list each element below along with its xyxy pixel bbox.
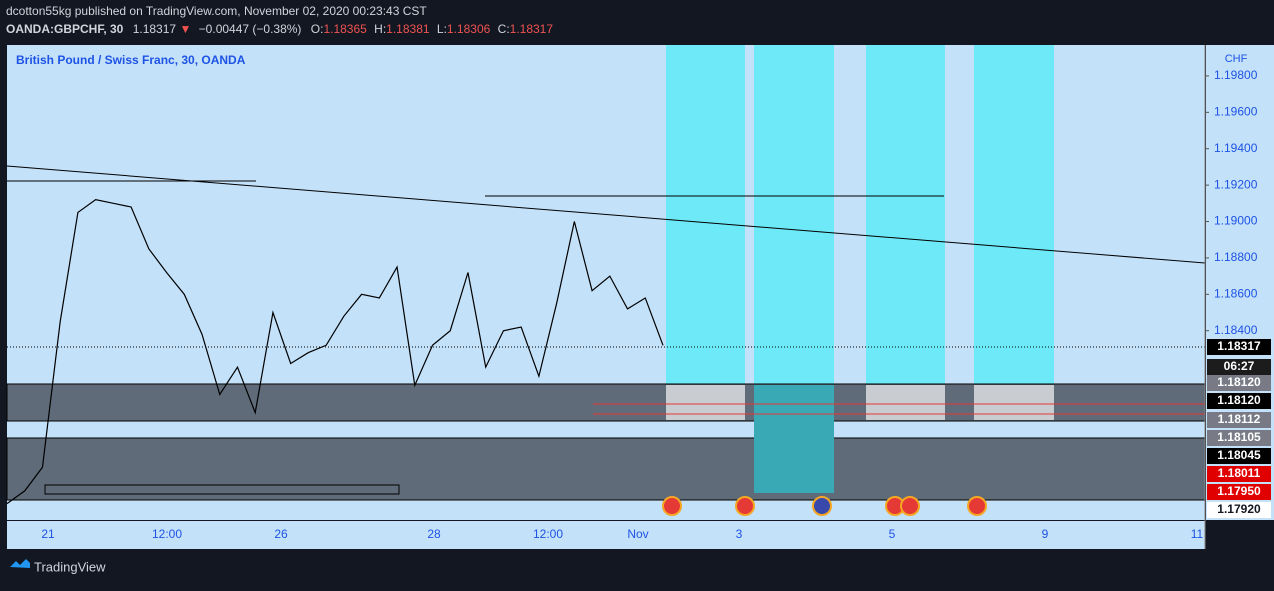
- l-label: L:: [437, 22, 447, 36]
- price-badge: [1207, 466, 1271, 482]
- x-tick-label: 26: [274, 527, 288, 541]
- brand: TradingView: [34, 559, 106, 574]
- price-badge-label: 1.18317: [1217, 339, 1261, 353]
- x-tick-label: 9: [1042, 527, 1049, 541]
- x-tick-label: 5: [889, 527, 896, 541]
- price-badge-label: 1.18120: [1217, 375, 1261, 389]
- event-icon: [900, 496, 920, 516]
- price-badge: [1207, 359, 1271, 375]
- price-badge-label: 1.18011: [1218, 466, 1261, 480]
- publisher: dcotton55kg published on TradingView.com…: [6, 4, 427, 18]
- price-badge-label: 06:27: [1224, 359, 1255, 373]
- price-badge-label: 1.18045: [1217, 448, 1261, 462]
- highlight: [974, 385, 1054, 420]
- x-tick-label: 11: [1191, 527, 1204, 541]
- column: [974, 45, 1054, 385]
- highlight: [754, 385, 834, 493]
- event-icon: [662, 496, 682, 516]
- event-icon: [735, 496, 755, 516]
- x-tick-label: 3: [736, 527, 743, 541]
- last: 1.18317: [133, 22, 177, 36]
- price-badge: [1207, 412, 1271, 428]
- price-badge-label: 1.18112: [1218, 412, 1261, 426]
- c-label: C:: [498, 22, 510, 36]
- price-badge: [1207, 339, 1271, 355]
- y-tick-label: 1.19600: [1214, 105, 1258, 119]
- chart-title: British Pound / Swiss Franc, 30, OANDA: [16, 53, 246, 67]
- arrow: ▼: [179, 22, 191, 36]
- highlight: [666, 385, 745, 420]
- change: −0.00447 (−0.38%): [199, 22, 302, 36]
- axis-currency: CHF: [1225, 53, 1248, 65]
- event-icon: [812, 496, 832, 516]
- time-axis: [7, 521, 1205, 549]
- event-icon: [967, 496, 987, 516]
- symbol: OANDA:GBPCHF, 30: [6, 22, 124, 36]
- ohlc-header: OANDA:GBPCHF, 30 1.18317 ▼ −0.00447 (−0.…: [6, 22, 553, 36]
- price-badge: [1207, 393, 1271, 409]
- l: 1.18306: [447, 22, 491, 36]
- x-tick-label: 21: [41, 527, 55, 541]
- price-badge-label: 1.17950: [1217, 484, 1261, 498]
- price-badge-label: 1.18105: [1217, 430, 1261, 444]
- price-badge: [1207, 484, 1271, 500]
- y-tick-label: 1.19200: [1214, 177, 1258, 191]
- x-tick-label: Nov: [627, 527, 648, 541]
- y-tick-label: 1.18800: [1214, 250, 1258, 264]
- price-badge: [1207, 430, 1271, 446]
- c: 1.18317: [510, 22, 554, 36]
- trend-line: [6, 165, 1206, 264]
- x-tick-label: 12:00: [152, 527, 182, 541]
- price-badge: [1207, 502, 1271, 518]
- h-label: H:: [374, 22, 386, 36]
- y-tick-label: 1.19800: [1214, 68, 1258, 82]
- y-tick-label: 1.18400: [1214, 323, 1258, 337]
- y-tick-label: 1.19400: [1214, 141, 1258, 155]
- events: [662, 496, 987, 516]
- zone: [6, 437, 1206, 501]
- session-columns: [666, 45, 1054, 385]
- price-badge: [1207, 448, 1271, 464]
- logo: [10, 559, 30, 568]
- y-tick-label: 1.19000: [1214, 214, 1258, 228]
- h: 1.18381: [386, 22, 430, 36]
- o: 1.18365: [323, 22, 367, 36]
- column: [666, 45, 745, 385]
- price-badge-label: 1.18120: [1217, 393, 1261, 407]
- column: [754, 45, 834, 385]
- x-tick-label: 28: [427, 527, 441, 541]
- highlight: [866, 385, 945, 420]
- box: [44, 484, 400, 495]
- price-line: [6, 199, 664, 505]
- column: [866, 45, 945, 385]
- x-tick-label: 12:00: [533, 527, 563, 541]
- price-badge: [1207, 375, 1271, 391]
- o-label: O:: [311, 22, 324, 36]
- y-tick-label: 1.18600: [1214, 287, 1258, 301]
- price-badge-label: 1.17920: [1217, 502, 1261, 516]
